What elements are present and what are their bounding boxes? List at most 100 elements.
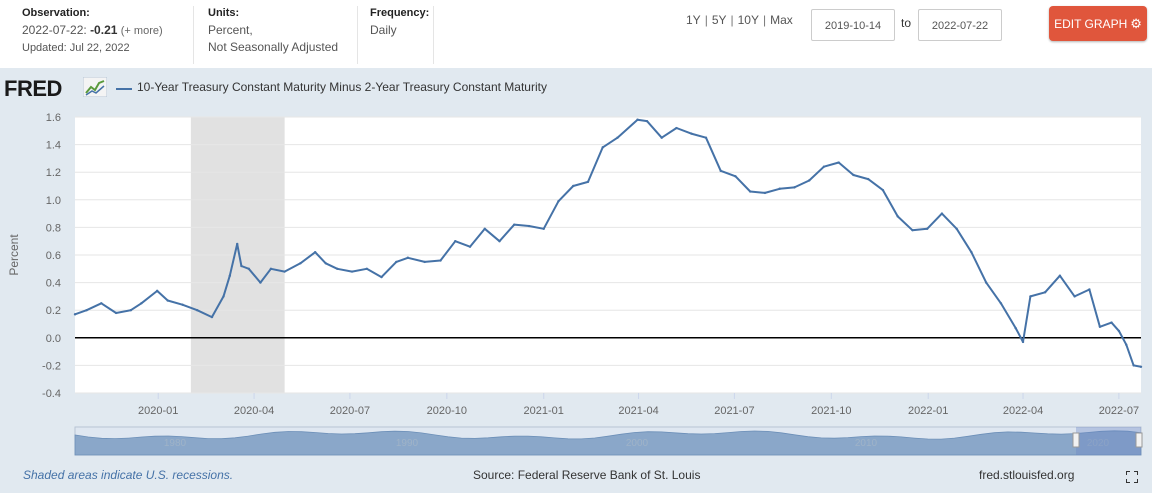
data-point: [675, 126, 678, 130]
data-point: [690, 132, 693, 135]
data-point: [1058, 274, 1062, 277]
data-point: [557, 199, 560, 203]
data-point: [734, 175, 737, 178]
data-point: [498, 240, 501, 243]
data-point: [940, 212, 944, 215]
end-date-input[interactable]: 2022-07-22: [918, 9, 1002, 41]
data-point: [1029, 295, 1032, 298]
data-point: [572, 184, 575, 188]
navigator-handle-left[interactable]: [1072, 432, 1080, 448]
legend-series-label[interactable]: 10-Year Treasury Constant Maturity Minus…: [137, 80, 547, 94]
data-point: [1043, 291, 1047, 294]
data-point: [1098, 325, 1102, 328]
y-tick-label: 0.2: [46, 305, 61, 317]
data-point: [269, 267, 273, 270]
to-label: to: [901, 16, 912, 30]
data-point: [222, 295, 225, 298]
y-tick-label: 1.6: [46, 112, 61, 124]
data-point: [454, 240, 457, 243]
data-point: [866, 177, 870, 181]
navigator-label: 2000: [626, 438, 649, 449]
x-tick-label: 2022-04: [1003, 405, 1043, 417]
gear-icon: ⚙: [1130, 16, 1142, 31]
frequency-label: Frequency:: [370, 7, 430, 19]
data-point: [896, 215, 899, 218]
data-point: [763, 191, 767, 195]
range-links: 1Y | 5Y | 10Y | Max: [686, 13, 793, 27]
data-point: [228, 274, 232, 277]
data-point: [660, 136, 663, 139]
data-point: [299, 262, 302, 265]
data-point: [1088, 288, 1091, 291]
data-point: [483, 227, 486, 230]
divider: [193, 6, 194, 64]
data-point: [881, 188, 885, 192]
range-1y-link[interactable]: 1Y: [686, 13, 701, 27]
navigator-series: [74, 430, 1142, 456]
fred-logo[interactable]: FRED: [4, 76, 62, 101]
range-5y-link[interactable]: 5Y: [711, 13, 727, 27]
frequency-block: Frequency: Daily: [370, 5, 429, 39]
fullscreen-icon[interactable]: [1126, 471, 1138, 483]
y-tick-label: 1.4: [46, 140, 61, 152]
data-point: [181, 303, 184, 306]
data-point: [645, 119, 649, 123]
data-point: [1110, 321, 1113, 324]
data-point: [984, 281, 988, 284]
data-point: [259, 281, 262, 284]
navigator-label: 2010: [855, 438, 878, 449]
data-point: [837, 161, 840, 164]
data-point: [283, 270, 286, 273]
y-tick-label: 1.0: [46, 195, 61, 207]
data-point: [1014, 326, 1017, 330]
navigator-label: 2020: [1087, 438, 1110, 449]
units-block: Units: Percent, Not Seasonally Adjusted: [208, 5, 338, 56]
navigator-handle-right[interactable]: [1135, 432, 1143, 448]
data-point: [704, 136, 708, 139]
data-point: [527, 224, 531, 228]
data-point: [423, 260, 426, 264]
data-point: [380, 275, 383, 279]
units-line-1: Percent,: [208, 23, 253, 37]
data-point: [406, 256, 410, 259]
x-tick-label: 2020-07: [330, 405, 370, 417]
data-point: [336, 267, 339, 270]
x-tick-label: 2021-07: [714, 405, 754, 417]
x-tick-label: 2022-01: [908, 405, 948, 417]
edit-graph-button[interactable]: EDIT GRAPH ⚙: [1049, 6, 1147, 41]
legend-swatch: [116, 88, 132, 90]
data-point: [542, 227, 545, 230]
data-point: [925, 227, 929, 230]
data-point: [114, 311, 118, 315]
data-point: [586, 180, 590, 184]
data-point: [616, 136, 619, 139]
data-point: [719, 169, 722, 173]
x-tick-label: 2020-10: [427, 405, 467, 417]
data-point: [195, 309, 199, 312]
data-point: [166, 299, 169, 302]
data-point: [247, 267, 251, 270]
data-point: [852, 173, 855, 177]
x-tick-label: 2022-07: [1099, 405, 1139, 417]
data-point: [1125, 343, 1128, 346]
navigator-selection[interactable]: [1076, 427, 1141, 455]
data-point: [513, 223, 516, 226]
y-tick-label: -0.4: [42, 388, 61, 400]
observation-more-link[interactable]: (+ more): [120, 25, 163, 37]
data-point: [313, 251, 317, 254]
y-tick-label: 1.2: [46, 167, 61, 179]
data-point: [155, 289, 159, 293]
start-date-input[interactable]: 2019-10-14: [811, 9, 895, 41]
range-max-link[interactable]: Max: [770, 13, 793, 27]
range-10y-link[interactable]: 10Y: [737, 13, 759, 27]
x-tick-label: 2020-01: [138, 405, 178, 417]
data-point: [822, 165, 826, 168]
data-point: [1021, 340, 1025, 344]
edit-graph-label: EDIT GRAPH: [1054, 17, 1128, 31]
site-link[interactable]: fred.stlouisfed.org: [979, 468, 1075, 482]
data-point: [140, 302, 143, 305]
data-point: [100, 302, 103, 305]
divider: [357, 6, 358, 64]
y-tick-label: 0.4: [46, 278, 61, 290]
data-point: [85, 309, 88, 312]
